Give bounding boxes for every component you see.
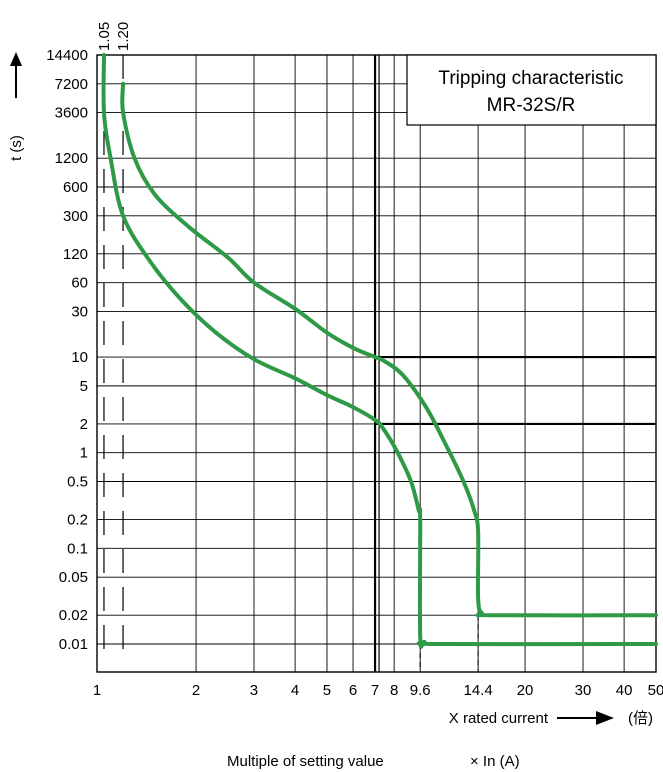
y-tick-label: 0.05 [59, 569, 88, 586]
x-tick-label: 6 [349, 682, 357, 699]
y-tick-label: 10 [71, 349, 88, 366]
x-axis-arrow-head [596, 711, 614, 725]
ref-line-label: 1.20 [115, 22, 132, 51]
y-tick-label: 0.01 [59, 636, 88, 653]
x-tick-label: 50 [648, 682, 663, 699]
x-tick-labels: 1 2 3 4 5 6 7 8 9.6 14.4 20 30 40 50 [93, 682, 663, 699]
trip-curve-2 [120, 81, 658, 618]
plot-frame [96, 54, 657, 673]
y-tick-label: 120 [63, 246, 88, 263]
x-tick-label: 1 [93, 682, 101, 699]
y-tick-labels: 14400 7200 3600 1200 600 300 120 60 30 10 5 2 1 0.5 0.… [46, 47, 88, 653]
y-axis-arrow-head [10, 52, 22, 66]
y-tick-label: 0.2 [67, 512, 88, 529]
ref-line-label: 1.05 [96, 22, 113, 51]
trip-curve-1 [101, 53, 658, 649]
title-box: Tripping characteristic MR-32S/R [406, 54, 657, 126]
y-axis-label: t (s) [8, 135, 25, 161]
x-tick-label: 5 [323, 682, 331, 699]
y-tick-label: 1200 [55, 150, 88, 167]
y-tick-label: 0.1 [67, 540, 88, 557]
y-tick-label: 0.02 [59, 607, 88, 624]
y-tick-label: 1 [80, 445, 88, 462]
x-tick-label: 7 [371, 682, 379, 699]
y-tick-label: 30 [71, 303, 88, 320]
x-tick-label: 40 [616, 682, 633, 699]
x-axis-unit: (倍) [628, 710, 653, 727]
y-tick-label: 600 [63, 179, 88, 196]
x-tick-label: 4 [291, 682, 299, 699]
y-tick-label: 3600 [55, 105, 88, 122]
reference-lines: 1.05 1.20 [96, 22, 479, 672]
y-tick-label: 2 [80, 416, 88, 433]
grid [96, 54, 657, 673]
x-axis-label-group: X rated current (倍) [449, 710, 653, 727]
x-axis-label: X rated current [449, 710, 549, 727]
footer-unit: × In (A) [470, 753, 520, 770]
x-tick-label: 30 [575, 682, 592, 699]
x-tick-label: 14.4 [464, 682, 493, 699]
x-tick-label: 20 [517, 682, 534, 699]
x-tick-label: 2 [192, 682, 200, 699]
y-tick-label: 14400 [46, 47, 88, 64]
chart-title: Tripping characteristic [438, 68, 623, 89]
curves [101, 53, 658, 649]
chart-subtitle: MR-32S/R [487, 95, 576, 116]
y-tick-label: 60 [71, 275, 88, 292]
y-axis-label-group: t (s) [8, 52, 25, 161]
x-tick-label: 3 [250, 682, 258, 699]
footer-label: Multiple of setting value [227, 753, 384, 770]
x-tick-label: 9.6 [410, 682, 431, 699]
y-tick-label: 0.5 [67, 474, 88, 491]
y-tick-label: 5 [80, 378, 88, 395]
y-tick-label: 300 [63, 208, 88, 225]
x-tick-label: 8 [390, 682, 398, 699]
y-tick-label: 7200 [55, 76, 88, 93]
